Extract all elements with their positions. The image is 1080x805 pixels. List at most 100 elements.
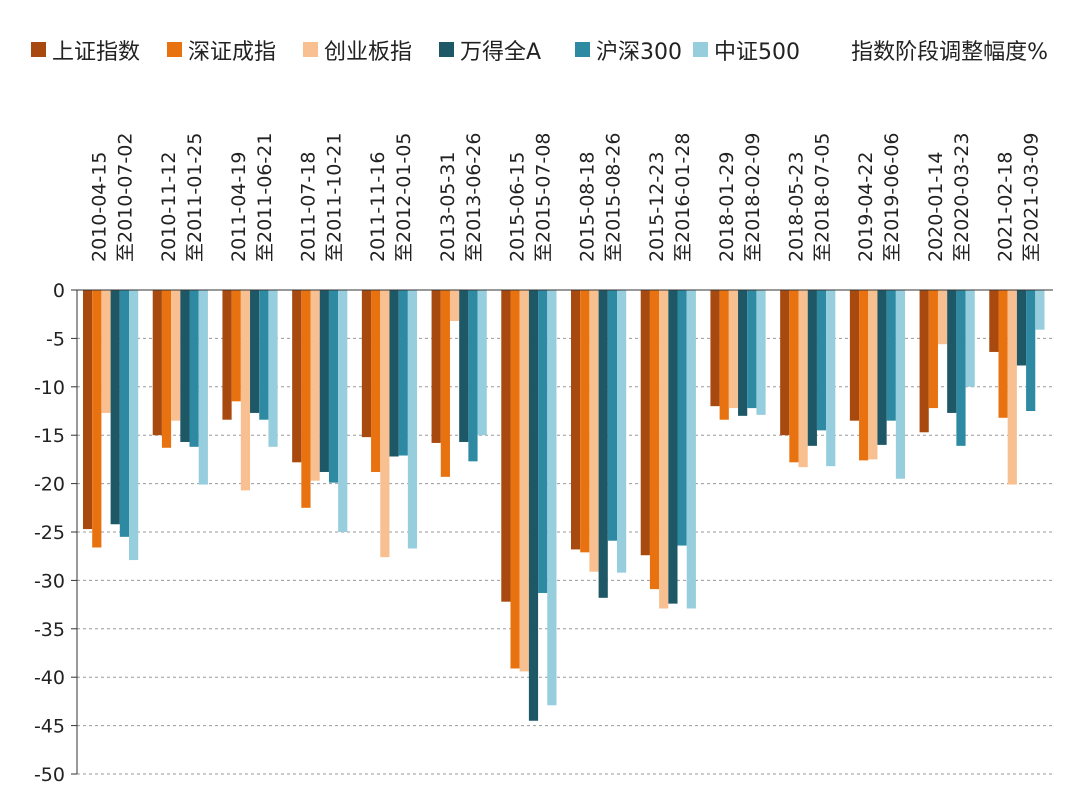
bar [431, 290, 441, 443]
y-axis: 0 -5 -10 -15 -20 -25 -30 -35 -40 -45 -50 [34, 280, 1053, 786]
bar [598, 290, 608, 598]
legend: 上证指数 深证成指 创业板指 万得全A 沪深300 中证500 [31, 40, 800, 65]
bar [989, 290, 999, 352]
y-tick-label: -30 [34, 570, 65, 592]
category-label: 至2012-01-05 [393, 133, 415, 262]
category-label: 2011-04-19 [228, 152, 250, 262]
bars [83, 290, 1045, 721]
bar [519, 290, 529, 672]
bar [571, 290, 581, 550]
bar [738, 290, 748, 416]
bar [231, 290, 241, 402]
bar [161, 290, 172, 448]
bar [250, 290, 260, 413]
y-tick-label: -35 [34, 619, 65, 641]
category-label: 2015-12-23 [646, 152, 668, 262]
bar [449, 290, 460, 321]
legend-swatch [693, 42, 708, 57]
legend-label: 沪深300 [596, 40, 682, 65]
legend-label: 上证指数 [52, 40, 140, 65]
bar [659, 290, 669, 609]
bar [477, 290, 487, 436]
bar [686, 290, 696, 609]
bar [868, 290, 878, 460]
bar [440, 290, 450, 477]
bar [640, 290, 650, 556]
category-label: 至2020-03-23 [951, 133, 973, 262]
bar [222, 290, 232, 420]
category-label: 至2010-07-02 [114, 133, 136, 262]
bar [886, 290, 896, 421]
bar [756, 290, 766, 415]
bar [807, 290, 817, 446]
bar [1035, 290, 1045, 330]
bar [510, 290, 520, 669]
legend-label: 深证成指 [188, 40, 276, 65]
bar [171, 290, 181, 421]
category-label: 2015-06-15 [507, 152, 529, 262]
bar [849, 290, 860, 421]
bar [1026, 290, 1036, 411]
bar [398, 290, 408, 456]
bar [547, 290, 557, 706]
bar [361, 290, 372, 438]
bar [459, 290, 469, 442]
bar [468, 290, 478, 462]
y-tick-label: -40 [34, 667, 65, 689]
bar [501, 290, 511, 602]
bar [965, 290, 975, 387]
bar [589, 290, 599, 572]
bar [937, 290, 948, 345]
category-label: 至2018-02-09 [742, 133, 764, 262]
bar [119, 290, 129, 537]
bar [83, 290, 93, 530]
category-label: 至2011-01-25 [184, 133, 206, 262]
bar [268, 290, 278, 447]
bar [668, 290, 678, 604]
legend-swatch [303, 42, 318, 57]
legend-swatch [439, 42, 454, 57]
y-tick-label: -45 [34, 716, 65, 738]
y-tick-label: 0 [53, 280, 65, 302]
category-label: 至2015-07-08 [533, 133, 555, 262]
category-label: 至2018-07-05 [812, 133, 834, 262]
bar [710, 290, 720, 407]
category-label: 2010-04-15 [88, 152, 110, 262]
legend-label: 万得全A [460, 40, 541, 65]
bar [1016, 290, 1027, 366]
category-label: 至2016-01-28 [672, 133, 694, 262]
bar [101, 290, 111, 413]
bar [998, 290, 1008, 418]
bar [728, 290, 739, 409]
bar [859, 290, 869, 461]
bar [877, 290, 887, 445]
legend-label: 创业板指 [324, 40, 412, 65]
y-tick-label: -10 [34, 377, 65, 399]
legend-swatch [31, 42, 46, 57]
category-label: 2015-08-18 [576, 152, 598, 262]
bar [919, 290, 929, 433]
bar [580, 290, 590, 553]
bar [292, 290, 302, 463]
bar [259, 290, 269, 420]
legend-label: 中证500 [714, 40, 800, 65]
bar [152, 290, 162, 436]
y-tick-label: -25 [34, 522, 65, 544]
bar [789, 290, 799, 463]
bar [371, 290, 381, 472]
bar [816, 290, 827, 431]
category-label: 至2013-06-26 [463, 133, 485, 262]
y-tick-label: -20 [34, 474, 65, 496]
bar [180, 290, 190, 442]
bar [129, 290, 139, 561]
bar [956, 290, 966, 446]
category-label: 2021-02-18 [995, 152, 1017, 262]
bar [719, 290, 729, 420]
bar [301, 290, 311, 508]
bar [380, 290, 390, 558]
bar [747, 290, 757, 409]
bar [538, 290, 548, 593]
category-label: 至2015-08-26 [602, 133, 624, 262]
bar [319, 290, 329, 472]
